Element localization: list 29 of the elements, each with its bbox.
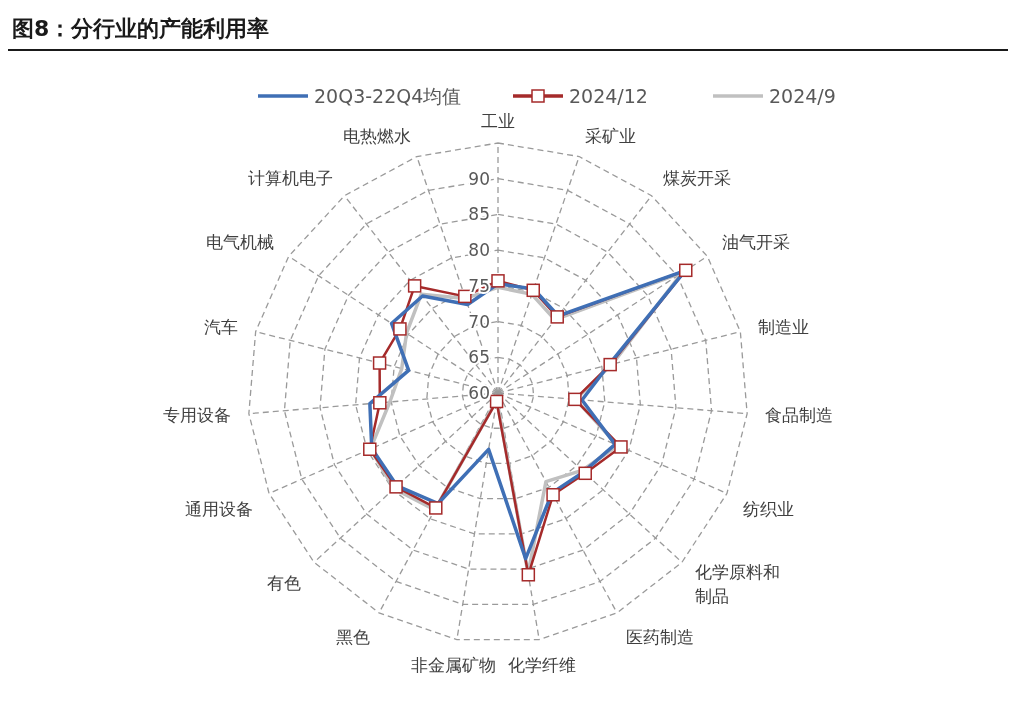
y-tick-label: 65 xyxy=(468,347,490,368)
y-tick-label: 70 xyxy=(468,311,490,332)
spoke-label: 纺织业 xyxy=(743,498,795,519)
y-tick-label: 80 xyxy=(468,240,490,261)
y-tick-label: 85 xyxy=(468,204,490,225)
spoke-label: 工业 xyxy=(481,111,515,131)
spoke-label: 化学纤维 xyxy=(508,655,577,676)
legend-label: 2024/9 xyxy=(769,85,836,107)
spoke-label: 化学原料和制品 xyxy=(695,561,781,606)
y-tick-label: 90 xyxy=(468,168,490,189)
spoke-label: 电热燃水 xyxy=(342,125,411,146)
spoke-label: 有色 xyxy=(266,572,301,593)
spoke-label: 医药制造 xyxy=(625,626,694,647)
spoke-label: 电气机械 xyxy=(205,232,274,253)
spoke-label: 煤炭开采 xyxy=(662,167,731,188)
spoke-label: 食品制造 xyxy=(765,405,834,426)
legend-label: 2024/12 xyxy=(569,85,648,107)
spoke-label: 黑色 xyxy=(336,626,371,647)
spoke-label: 非金属矿物 xyxy=(411,655,497,676)
spoke-label: 计算机电子 xyxy=(248,167,334,188)
spoke-label: 油气开采 xyxy=(722,232,791,253)
spoke-label: 采矿业 xyxy=(585,125,637,146)
spoke-label: 汽车 xyxy=(204,317,239,338)
y-tick-label: 60 xyxy=(468,383,490,403)
spoke-label: 专用设备 xyxy=(162,405,231,426)
spoke-label: 通用设备 xyxy=(184,498,253,519)
legend-label: 20Q3-22Q4均值 xyxy=(314,85,462,107)
chart-title: 图8：分行业的产能利用率 xyxy=(12,16,270,41)
spoke-label: 制造业 xyxy=(757,317,809,338)
